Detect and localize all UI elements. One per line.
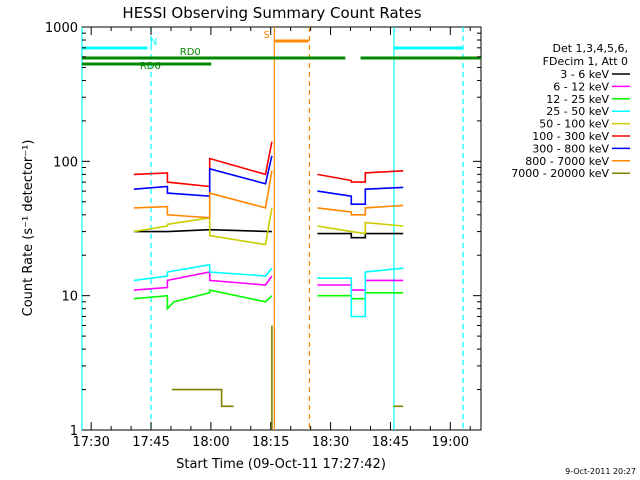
series-line-300-800-kev bbox=[317, 186, 404, 205]
series-line-25-50-kev bbox=[133, 263, 273, 282]
y-tick-label: 1 bbox=[70, 424, 78, 439]
series-line-300-800-kev bbox=[133, 155, 273, 198]
legend-header: FDecim 1, Att 0 bbox=[543, 55, 628, 68]
x-tick-label: 18:15 bbox=[252, 435, 289, 450]
y-tick-label: 100 bbox=[53, 155, 78, 170]
legend-entry-800-7000-kev: 800 - 7000 keV bbox=[525, 155, 609, 168]
legend: Det 1,3,4,5,6,FDecim 1, Att 03 - 6 keV6 … bbox=[511, 42, 630, 180]
plot-frame bbox=[81, 26, 482, 431]
vertical-markers bbox=[81, 27, 464, 430]
series-line-12-25-kev bbox=[133, 289, 273, 311]
series-line-7000-20000-kev bbox=[171, 388, 234, 408]
flag-bars: N S RD0 RD6 bbox=[82, 30, 481, 72]
x-tick-label: 18:45 bbox=[372, 435, 409, 450]
x-axis-label: Start Time (09-Oct-11 17:27:42) bbox=[176, 457, 386, 472]
x-tick-label: 17:45 bbox=[132, 435, 169, 450]
legend-header: Det 1,3,4,5,6, bbox=[552, 42, 628, 55]
series-line-3-6-kev bbox=[133, 228, 272, 233]
series-line-100-300-kev bbox=[317, 170, 404, 183]
flag-label-n: N bbox=[150, 37, 157, 48]
data-series bbox=[133, 141, 404, 430]
x-tick-label: 17:30 bbox=[72, 435, 109, 450]
series-line-800-7000-kev bbox=[133, 170, 273, 219]
flag-label-rd6: RD6 bbox=[140, 61, 161, 72]
legend-entry-25-50-kev: 25 - 50 keV bbox=[546, 105, 609, 118]
legend-entry-6-12-kev: 6 - 12 keV bbox=[553, 80, 609, 93]
plot-area: N S RD0 RD6 bbox=[81, 26, 482, 431]
x-tick-label: 18:30 bbox=[312, 435, 349, 450]
series-line-50-100-kev bbox=[133, 207, 273, 246]
series-line-12-25-kev bbox=[317, 291, 404, 300]
legend-entry-300-800-kev: 300 - 800 keV bbox=[532, 142, 609, 155]
series-line-50-100-kev bbox=[317, 221, 404, 235]
legend-entry-7000-20000-kev: 7000 - 20000 keV bbox=[511, 167, 609, 180]
legend-entry-50-100-kev: 50 - 100 keV bbox=[539, 118, 609, 131]
y-tick-label: 10 bbox=[61, 290, 78, 305]
flag-label-rd0: RD0 bbox=[180, 47, 201, 58]
legend-entry-100-300-kev: 100 - 300 keV bbox=[532, 130, 609, 143]
timestamp: 9-Oct-2011 20:27 bbox=[565, 467, 636, 476]
x-axis: 17:30 17:45 18:00 18:15 18:30 18:45 19:00 bbox=[72, 27, 471, 450]
series-line-6-12-kev bbox=[317, 279, 404, 291]
x-tick-label: 19:00 bbox=[432, 435, 469, 450]
legend-entry-12-25-kev: 12 - 25 keV bbox=[546, 93, 609, 106]
legend-entry-3-6-kev: 3 - 6 keV bbox=[560, 68, 609, 81]
y-axis: 1 10 100 1000 bbox=[45, 21, 481, 439]
x-tick-label: 18:00 bbox=[192, 435, 229, 450]
y-tick-label: 1000 bbox=[45, 21, 78, 36]
flag-label-s: S bbox=[264, 30, 270, 41]
chart-title: HESSI Observing Summary Count Rates bbox=[122, 4, 421, 22]
series-line-3-6-kev bbox=[317, 232, 404, 239]
series-line-25-50-kev bbox=[317, 267, 404, 318]
series-line-800-7000-kev bbox=[317, 204, 404, 216]
y-axis-label: Count Rate (s⁻¹ detector⁻¹) bbox=[21, 140, 36, 317]
